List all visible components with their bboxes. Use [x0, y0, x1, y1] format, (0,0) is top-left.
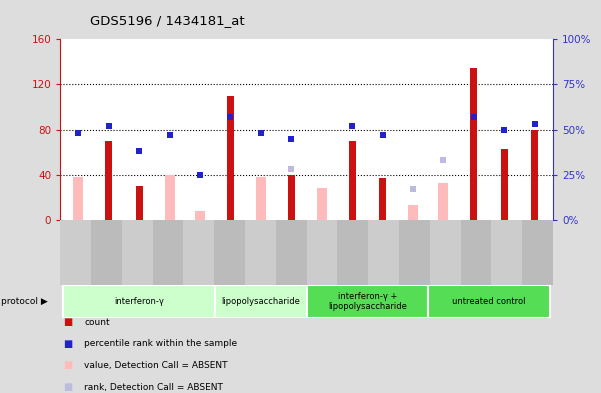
Bar [122, 220, 153, 285]
Bar [185, 39, 215, 220]
Bar [124, 39, 154, 220]
Bar [227, 96, 234, 220]
Bar [408, 206, 418, 220]
Bar [183, 220, 214, 285]
Bar [428, 39, 459, 220]
Bar [215, 39, 246, 220]
Bar [91, 220, 122, 285]
Bar [256, 177, 266, 220]
Text: ■: ■ [63, 382, 72, 392]
Bar [337, 39, 367, 220]
Bar [349, 141, 356, 220]
Bar [246, 39, 276, 220]
Text: rank, Detection Call = ABSENT: rank, Detection Call = ABSENT [84, 383, 223, 391]
Bar [337, 220, 368, 285]
Text: ■: ■ [63, 360, 72, 371]
Bar [430, 220, 460, 285]
Bar [153, 220, 183, 285]
Bar [195, 211, 205, 220]
Bar [368, 220, 399, 285]
Bar [399, 220, 430, 285]
Text: untreated control: untreated control [453, 297, 526, 306]
Text: percentile rank within the sample: percentile rank within the sample [84, 340, 237, 348]
Text: ■: ■ [63, 317, 72, 327]
Bar [63, 39, 94, 220]
Bar [60, 220, 91, 285]
Bar [215, 285, 307, 318]
Bar [245, 220, 276, 285]
Bar [379, 178, 386, 220]
Bar [438, 183, 448, 220]
Bar [276, 220, 307, 285]
Bar [489, 39, 519, 220]
Bar [471, 68, 477, 220]
Text: GDS5196 / 1434181_at: GDS5196 / 1434181_at [90, 15, 245, 28]
Text: count: count [84, 318, 110, 327]
Bar [492, 220, 522, 285]
Bar [214, 220, 245, 285]
Text: protocol ▶: protocol ▶ [1, 297, 48, 306]
Bar [519, 39, 550, 220]
Bar [367, 39, 398, 220]
Bar [276, 39, 307, 220]
Text: interferon-γ +
lipopolysaccharide: interferon-γ + lipopolysaccharide [328, 292, 407, 311]
Bar [531, 130, 538, 220]
Text: ■: ■ [63, 339, 72, 349]
Bar [307, 285, 428, 318]
Bar [136, 186, 142, 220]
Bar [501, 149, 508, 220]
Bar [288, 175, 294, 220]
Bar [522, 220, 553, 285]
Bar [428, 285, 550, 318]
Bar [398, 39, 428, 220]
Bar [94, 39, 124, 220]
Bar [105, 141, 112, 220]
Text: lipopolysaccharide: lipopolysaccharide [221, 297, 300, 306]
Bar [460, 220, 492, 285]
Bar [73, 177, 84, 220]
Bar [154, 39, 185, 220]
Bar [317, 189, 327, 220]
Bar [307, 39, 337, 220]
Bar [165, 175, 175, 220]
Bar [63, 285, 215, 318]
Text: value, Detection Call = ABSENT: value, Detection Call = ABSENT [84, 361, 228, 370]
Bar [459, 39, 489, 220]
Text: interferon-γ: interferon-γ [114, 297, 164, 306]
Bar [307, 220, 337, 285]
